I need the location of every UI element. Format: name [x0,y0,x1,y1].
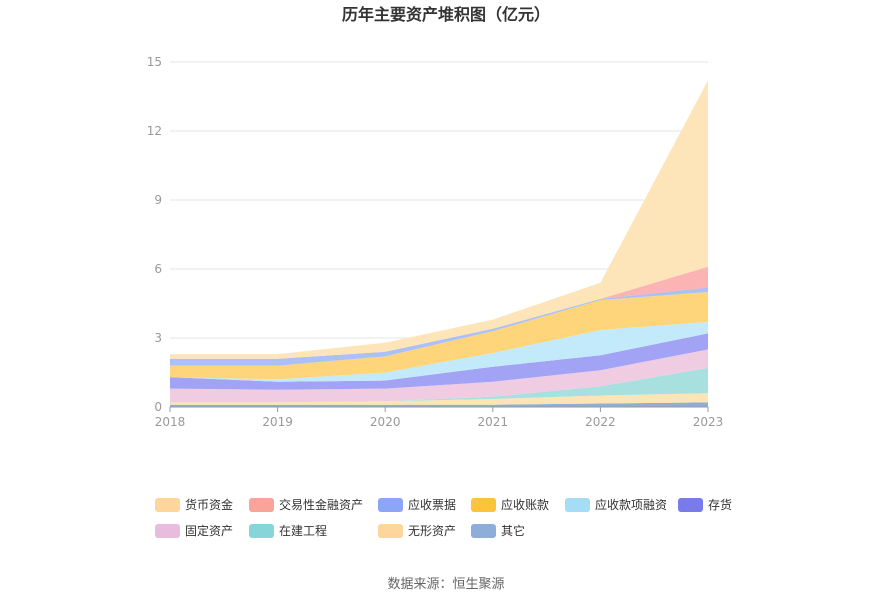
legend-item[interactable]: 固定资产 [155,523,233,538]
y-tick-label: 0 [154,400,162,414]
area-series-group [170,80,708,407]
x-tick-label: 2019 [262,415,293,429]
legend-swatch [565,498,590,512]
legend-label: 应收账款 [501,497,549,512]
area-series-6[interactable] [170,292,708,380]
y-tick-label: 15 [147,55,162,69]
area-series-1[interactable] [170,393,708,405]
legend-item[interactable]: 应收账款 [471,497,549,512]
legend-label: 存货 [708,497,732,512]
legend-item[interactable]: 存货 [678,497,732,512]
area-series-2[interactable] [170,367,708,403]
area-series-3[interactable] [170,349,708,403]
chart-title: 历年主要资产堆积图（亿元） [342,5,550,24]
legend-item[interactable]: 在建工程 [249,523,327,538]
legend-item[interactable]: 应收款项融资 [565,497,667,512]
legend-swatch [249,498,274,512]
area-series-7[interactable] [170,287,708,366]
data-source-text: 数据来源：恒生聚源 [387,577,504,592]
x-tick-label: 2023 [693,415,724,429]
legend-label: 其它 [501,523,525,538]
legend-swatch [249,524,274,538]
y-tick-label: 3 [154,331,162,345]
area-series-4[interactable] [170,333,708,390]
y-tick-label: 12 [147,124,162,138]
x-tick-label: 2020 [370,415,401,429]
legend-swatch [678,498,703,512]
legend-label: 货币资金 [185,497,233,512]
legend-label: 应收票据 [408,497,456,512]
x-tick-label: 2022 [585,415,616,429]
legend-swatch [471,524,496,538]
legend-swatch [378,498,403,512]
legend-label: 无形资产 [408,524,456,538]
legend-label: 固定资产 [185,523,233,538]
x-tick-label: 2018 [155,415,186,429]
legend-swatch [378,524,403,538]
legend-item[interactable]: 交易性金融资产 [249,497,363,512]
y-tick-label: 9 [154,193,162,207]
legend-label: 在建工程 [279,523,327,538]
legend-item[interactable]: 货币资金 [155,497,233,512]
axes: 2018 2019 2020 2021 2022 2023 [155,406,724,429]
legend-item[interactable]: 其它 [471,523,525,538]
legend-swatch [471,498,496,512]
legend-label: 交易性金融资产 [279,497,363,512]
legend-label: 应收款项融资 [595,497,667,512]
legend-item[interactable]: 无形资产 [378,524,456,538]
legend-swatch [155,524,180,538]
legend-item[interactable]: 应收票据 [378,497,456,512]
y-tick-label: 6 [154,262,162,276]
x-tick-label: 2021 [478,415,509,429]
area-series-5[interactable] [170,321,708,382]
legend-swatch [155,498,180,512]
